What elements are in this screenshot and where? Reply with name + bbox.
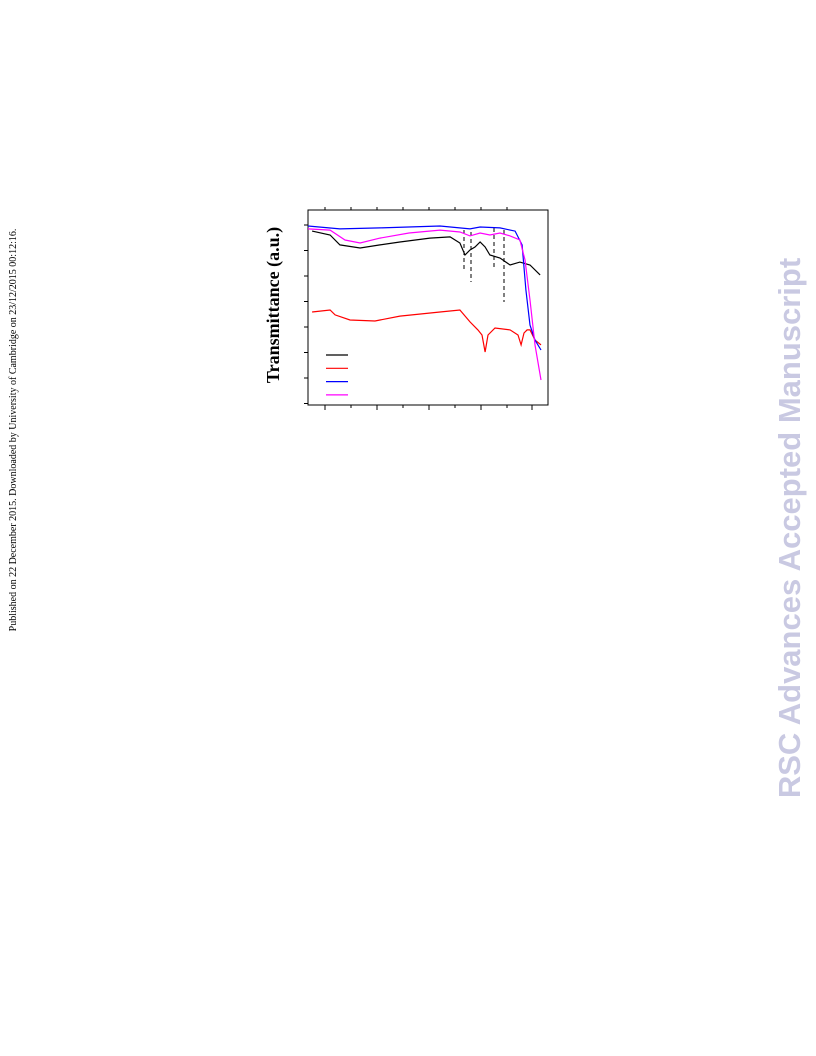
series-line: [307, 225, 542, 351]
annotation-lines: [463, 228, 505, 302]
series-line: [311, 230, 541, 276]
series-line: [307, 228, 542, 381]
y-axis-label: Transmittance (a.u.): [263, 227, 284, 383]
watermark: RSC Advances Accepted Manuscript: [772, 258, 807, 798]
plot-frame: [307, 209, 549, 406]
series-line: [312, 309, 542, 353]
side-note: Published on 22 December 2015. Downloade…: [8, 229, 19, 632]
